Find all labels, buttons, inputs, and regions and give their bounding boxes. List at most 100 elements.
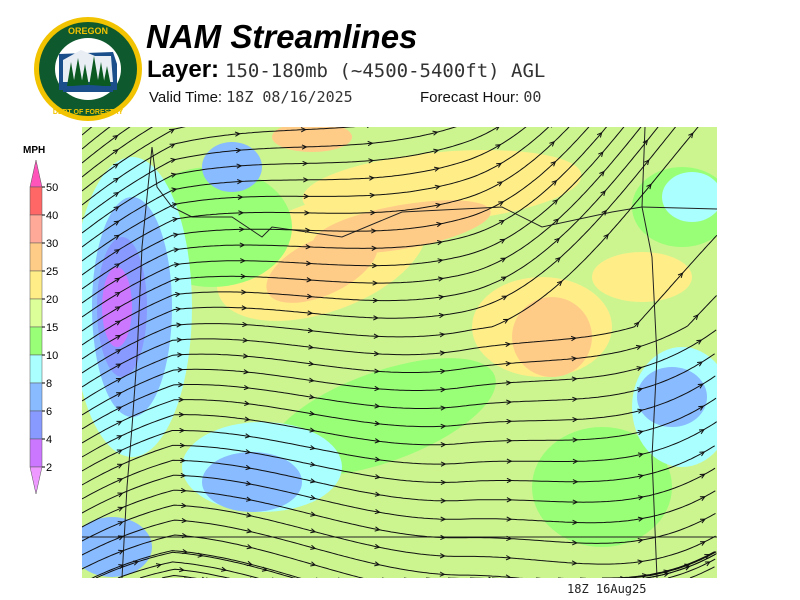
streamline-arrow [242, 337, 249, 343]
streamline [667, 558, 716, 578]
streamline-arrow [571, 356, 578, 362]
streamline-arrow [177, 367, 184, 373]
streamline-arrow [500, 257, 507, 263]
streamline-arrow [236, 163, 243, 169]
valid-time-label: Valid Time: [149, 89, 223, 106]
streamline-arrow [309, 478, 317, 484]
streamline-arrow [637, 559, 644, 565]
colorbar-bottom-arrow [29, 466, 43, 495]
streamline-arrow [500, 276, 508, 282]
streamline-arrow [181, 517, 188, 524]
colorbar-tick-label: 6 [46, 406, 52, 418]
streamline-arrow [501, 295, 508, 301]
streamline [82, 127, 131, 164]
layer-value: 150-180mb (~4500-5400ft) AGL [225, 60, 546, 82]
streamline-arrow [368, 175, 375, 181]
streamline-arrow [641, 573, 648, 578]
streamline-arrow [305, 227, 311, 233]
streamline-arrow [113, 191, 120, 198]
streamline-arrow [374, 474, 381, 480]
streamline-arrow [303, 193, 310, 199]
streamline-arrow [596, 131, 603, 138]
streamline-arrow [304, 210, 311, 216]
streamline-arrow [178, 567, 185, 573]
streamline-arrow [373, 333, 380, 339]
streamline-arrow [503, 318, 510, 324]
streamline-arrow [440, 516, 447, 522]
streamline-arrow [433, 148, 440, 154]
colorbar-segment [29, 354, 43, 384]
streamline-arrow [496, 162, 503, 168]
streamline-arrow [572, 519, 579, 525]
streamline [82, 127, 570, 276]
streamline-arrow [169, 128, 176, 134]
streamline-arrow [506, 438, 513, 444]
streamline-arrow [570, 335, 577, 342]
streamline-arrow [174, 277, 181, 283]
streamline-arrow [572, 396, 579, 402]
streamline-arrow [180, 472, 187, 479]
streamline-arrow [116, 449, 123, 455]
streamline-arrow [176, 337, 183, 343]
colorbar-tick-label: 25 [46, 266, 58, 278]
streamline-arrow [499, 238, 506, 244]
streamline [82, 127, 527, 248]
colorbar-tick-label: 4 [46, 434, 52, 446]
colorbar-segment [29, 214, 43, 244]
streamline-arrow [637, 408, 644, 414]
streamline-arrow [370, 228, 377, 234]
streamline-arrow [440, 368, 447, 375]
streamline-arrow [180, 457, 187, 464]
streamline-arrow [433, 166, 441, 172]
streamline-arrow [307, 310, 314, 316]
streamline [645, 553, 717, 578]
streamline-arrow [439, 332, 446, 338]
streamline-arrow [440, 479, 447, 486]
streamline-arrow [308, 360, 315, 367]
streamline [82, 127, 111, 150]
streamline-arrow [238, 210, 245, 216]
streamline-arrow [113, 206, 120, 212]
streamline-arrow [179, 442, 186, 449]
streamline-arrow [242, 321, 249, 328]
streamline-arrow [112, 163, 119, 169]
streamline-arrow [637, 429, 644, 435]
layer-label: Layer: [147, 56, 220, 83]
streamline-arrow [374, 456, 381, 462]
streamline-arrow [555, 256, 561, 263]
streamline-arrow [688, 132, 694, 139]
streamline-arrow [438, 294, 445, 300]
streamline-arrow [373, 351, 380, 357]
streamline-arrow [699, 518, 707, 524]
streamline-arrow [374, 491, 381, 497]
colorbar-unit: MPH [23, 145, 46, 156]
streamline-arrow [310, 511, 317, 517]
streamline [82, 329, 717, 416]
streamline [82, 127, 608, 304]
streamline-arrow [439, 350, 446, 356]
streamline [82, 444, 715, 486]
layer-info: Layer: 150-180mb (~4500-5400ft) AGL [147, 56, 545, 84]
streamline-arrow [506, 497, 513, 503]
streamline-arrow [369, 192, 376, 199]
streamline-arrow [173, 232, 180, 238]
streamline-arrow [636, 366, 643, 372]
streamline-arrow [439, 553, 446, 559]
colorbar-segment [29, 438, 43, 468]
streamline-arrow [552, 199, 559, 205]
streamline [82, 127, 550, 262]
streamline-arrow [246, 544, 253, 550]
streamline-arrow [235, 147, 242, 154]
streamline-arrow [698, 405, 705, 411]
streamline-arrow [114, 248, 121, 255]
streamline [82, 489, 716, 544]
streamline-arrow [551, 179, 558, 186]
streamline-arrow [112, 149, 119, 155]
streamline-arrow [371, 245, 378, 251]
streamline-arrow [374, 526, 381, 532]
streamline-arrow [637, 538, 644, 544]
streamline [82, 519, 524, 578]
streamline-arrow [506, 399, 513, 405]
streamline-arrow [505, 380, 512, 386]
streamline [623, 551, 716, 578]
